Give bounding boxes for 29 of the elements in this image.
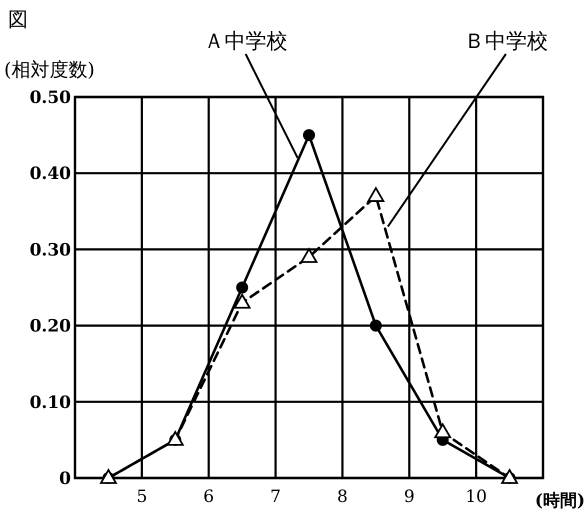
x-axis-title: (時間) — [534, 491, 585, 511]
annotation: Ｂ中学校 — [387, 29, 548, 228]
point — [303, 129, 315, 142]
point — [166, 431, 184, 446]
annotation: Ａ中学校 — [204, 29, 288, 53]
x-tick-label: 8 — [337, 487, 348, 507]
annotation: Ｂ中学校 — [464, 29, 548, 53]
y-tick-label: 0.50 — [30, 88, 72, 108]
y-tick-label: 0.20 — [30, 316, 72, 337]
x-tick-label: 6 — [203, 487, 214, 507]
x-tick-label: 5 — [136, 487, 148, 507]
point — [300, 248, 318, 263]
chart-title: 図 — [8, 7, 28, 31]
y-axis-title: (相対度数) — [4, 59, 95, 81]
x-tick-label: 7 — [270, 487, 281, 507]
y-tick-label: 0 — [59, 469, 72, 489]
y-tick-label: 0.30 — [30, 240, 72, 260]
x-tick-label: 9 — [404, 487, 415, 507]
point — [100, 469, 117, 484]
point — [234, 294, 251, 309]
point — [501, 469, 518, 484]
y-tick-label: 0.10 — [30, 392, 72, 413]
y-tick-label: 0.40 — [30, 164, 72, 184]
point — [434, 423, 452, 438]
point — [367, 187, 384, 202]
point — [236, 282, 248, 294]
annotation: Ａ中学校 — [204, 29, 299, 158]
x-tick-label: 10 — [465, 487, 487, 507]
point — [370, 320, 382, 332]
